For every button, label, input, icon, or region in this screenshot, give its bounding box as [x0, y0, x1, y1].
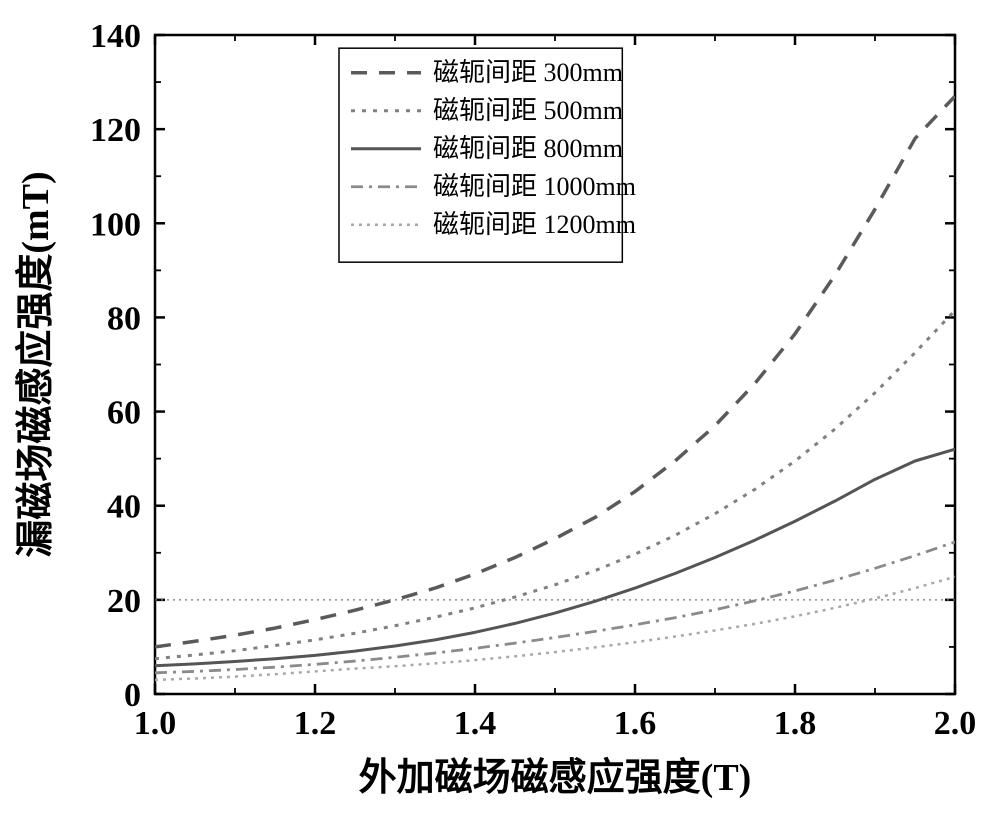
y-tick-label: 120: [90, 112, 141, 149]
y-tick-label: 0: [124, 677, 141, 714]
x-tick-label: 1.8: [774, 705, 817, 742]
legend-label-2: 磁轭间距 800mm: [433, 134, 623, 163]
legend-label-3: 磁轭间距 1000mm: [433, 172, 636, 201]
y-tick-label: 80: [107, 300, 141, 337]
x-tick-label: 2.0: [934, 705, 977, 742]
chart-container: 1.01.21.41.61.82.0020406080100120140外加磁场…: [0, 0, 1000, 824]
line-chart: 1.01.21.41.61.82.0020406080100120140外加磁场…: [0, 0, 1000, 824]
legend-label-0: 磁轭间距 300mm: [433, 58, 623, 87]
legend: 磁轭间距 300mm 磁轭间距 500mm 磁轭间距 800mm 磁轭间距 1000m…: [339, 48, 636, 262]
x-tick-label: 1.4: [454, 705, 497, 742]
y-tick-label: 40: [107, 489, 141, 526]
x-axis-title: 外加磁场磁感应强度(T): [359, 757, 752, 799]
y-tick-label: 20: [107, 583, 141, 620]
legend-label-4: 磁轭间距 1200mm: [433, 210, 636, 239]
y-axis-title: 漏磁场磁感应强度(mT): [15, 171, 57, 557]
x-tick-label: 1.2: [294, 705, 337, 742]
legend-label-1: 磁轭间距 500mm: [433, 96, 623, 125]
x-tick-label: 1.6: [614, 705, 657, 742]
y-tick-label: 140: [90, 18, 141, 55]
y-tick-label: 60: [107, 395, 141, 432]
y-tick-label: 100: [90, 206, 141, 243]
